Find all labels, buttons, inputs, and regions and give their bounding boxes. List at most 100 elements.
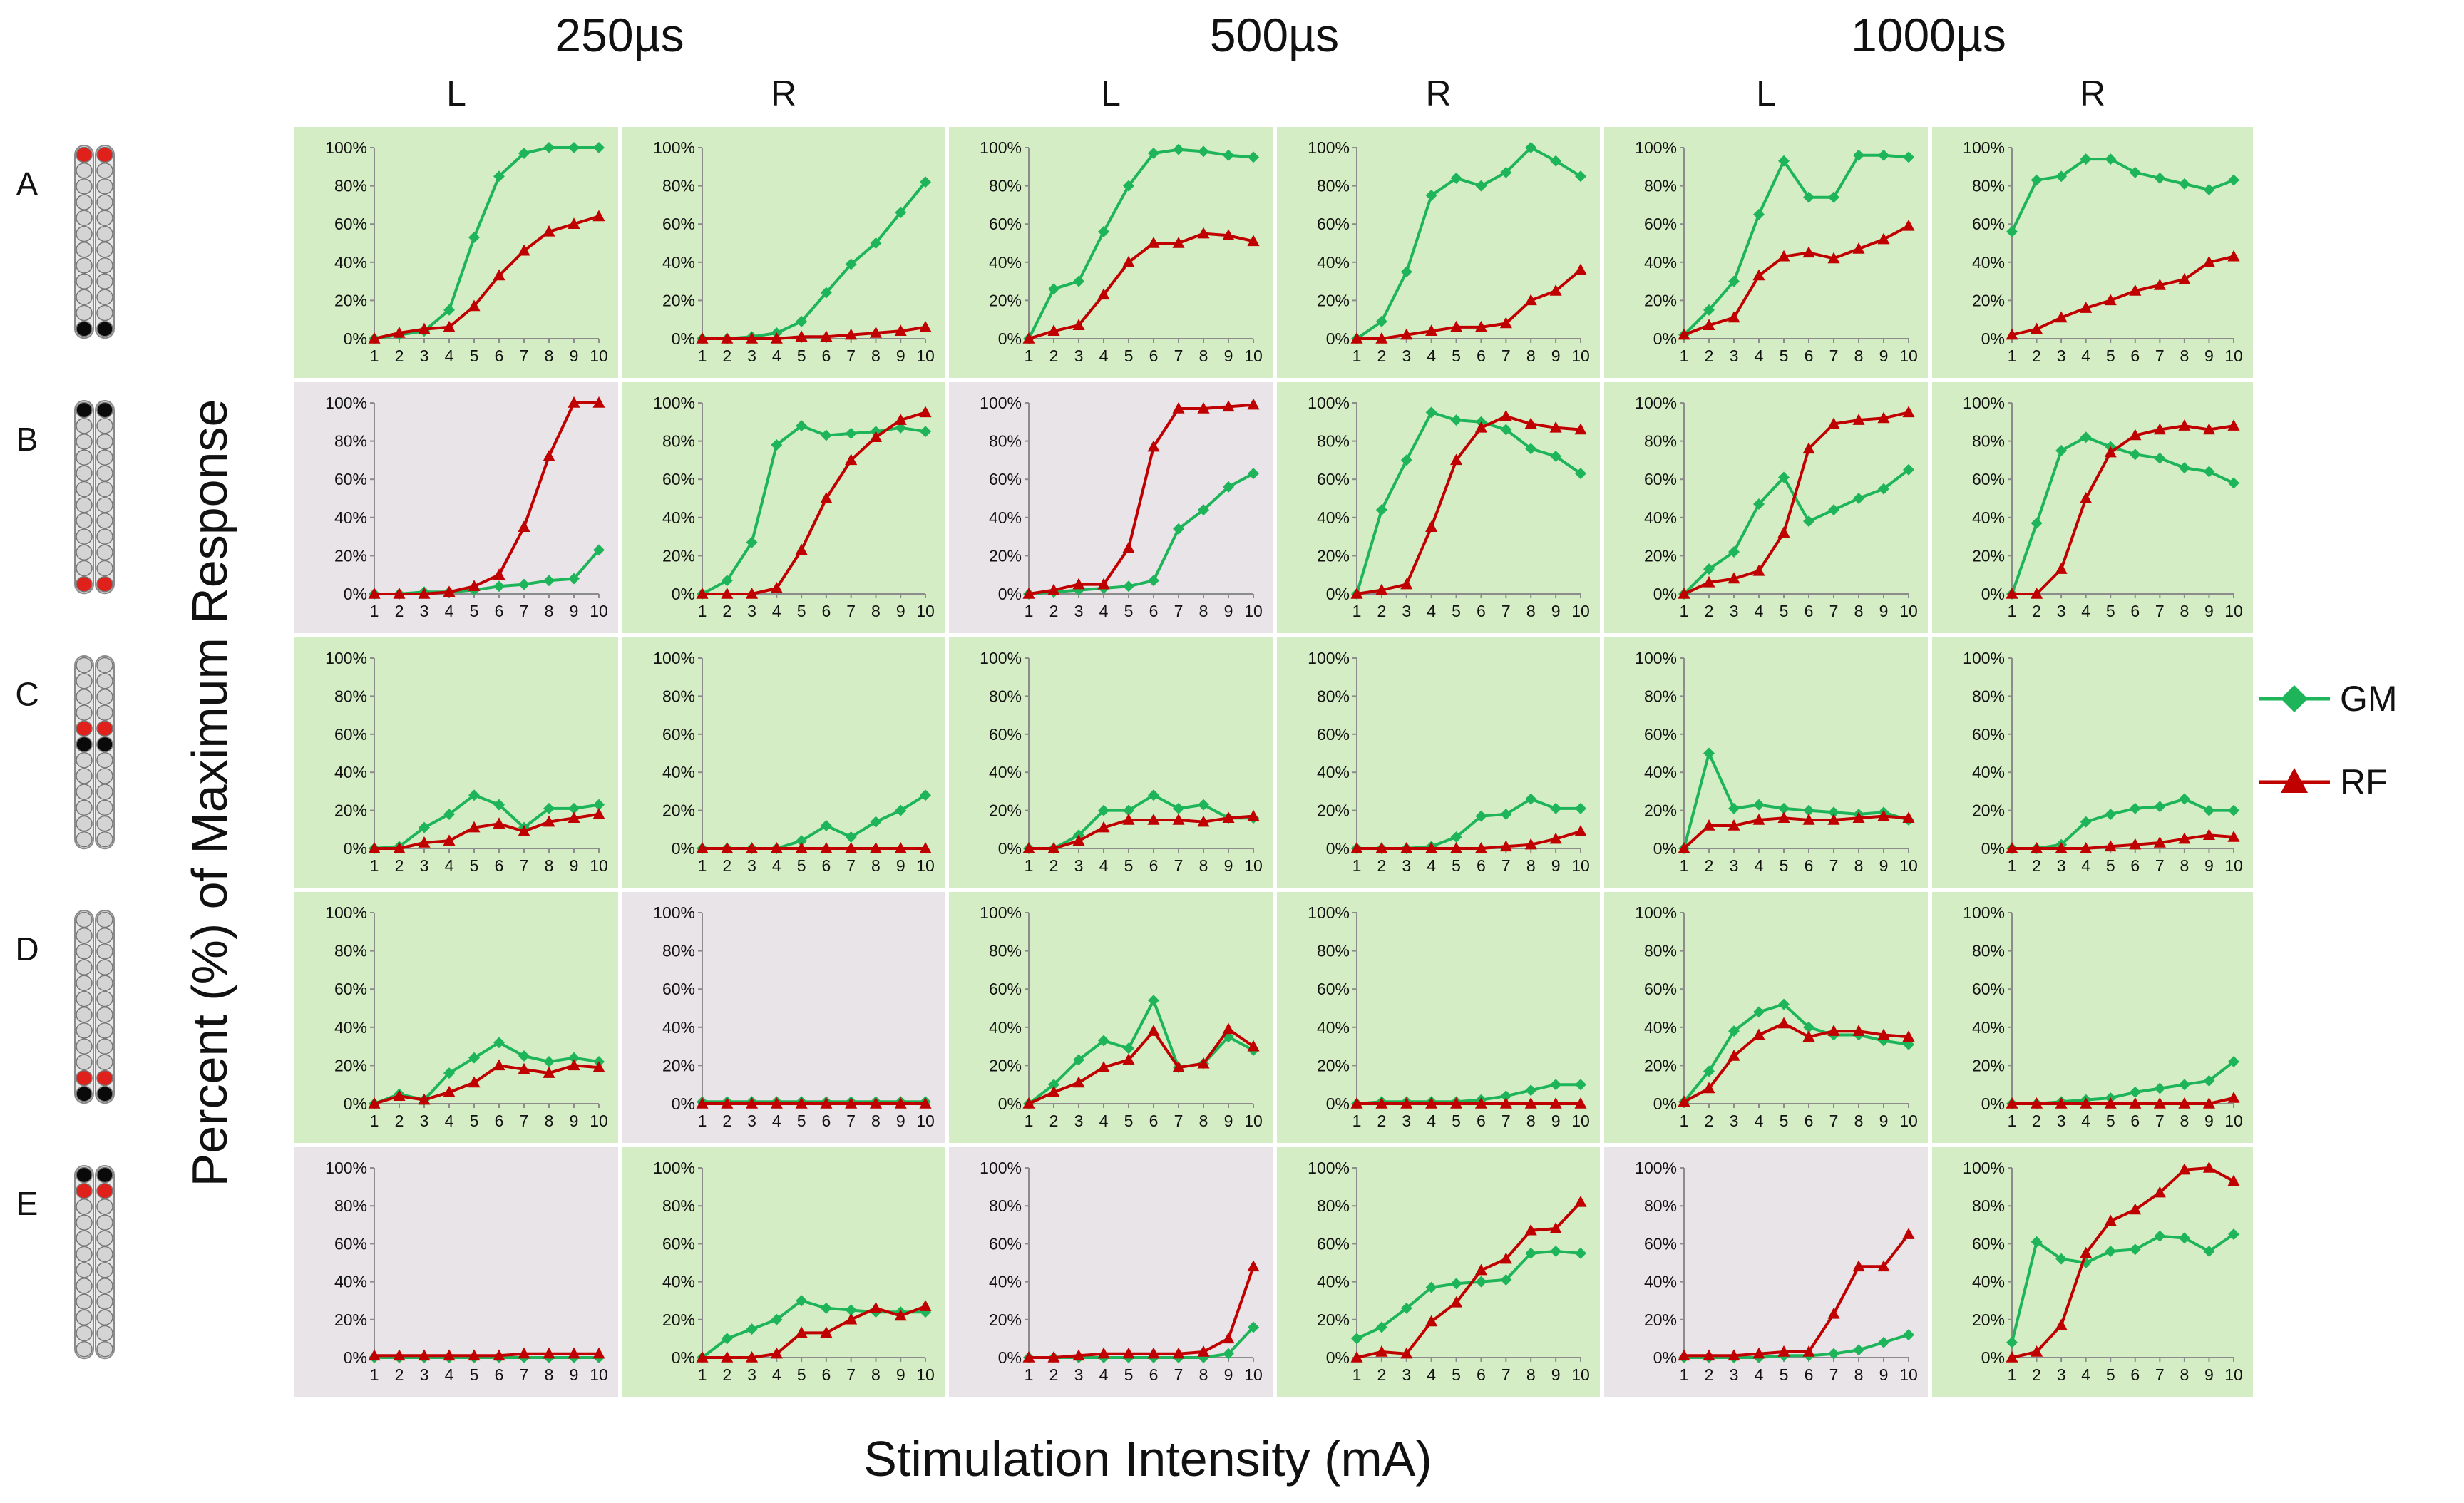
x-tick-label: 9 [896, 1112, 905, 1130]
x-tick-label: 8 [1854, 1112, 1864, 1130]
rf-data-point [1400, 842, 1413, 853]
x-tick-label: 10 [1571, 1112, 1590, 1130]
gm-data-point [1853, 149, 1864, 161]
x-tick-label: 9 [1224, 602, 1233, 620]
panel-background [1932, 127, 2253, 378]
x-tick-label: 9 [896, 602, 905, 620]
x-tick-label: 5 [2106, 602, 2115, 620]
contact-gray [76, 1293, 93, 1310]
gm-data-point [2178, 178, 2190, 190]
x-tick-label: 1 [1680, 1365, 1689, 1384]
x-tick-label: 9 [1551, 347, 1561, 365]
rf-data-point [493, 269, 505, 281]
rf-data-point [770, 581, 783, 593]
x-tick-label: 10 [2224, 347, 2243, 365]
x-tick-label: 3 [420, 1112, 429, 1130]
rf-data-point [1802, 246, 1815, 258]
rf-data-point [1474, 320, 1487, 332]
rf-data-point [393, 1089, 406, 1102]
y-tick-label: 80% [1972, 687, 2005, 705]
x-tick-label: 1 [370, 347, 379, 365]
x-tick-label: 10 [1244, 856, 1263, 875]
rf-data-point [1097, 821, 1110, 833]
rf-data-point [1802, 1345, 1815, 1357]
row-label: E [16, 1185, 38, 1222]
rf-data-point [468, 1076, 481, 1088]
rf-series-line [2011, 255, 2234, 337]
rf-data-point [1802, 442, 1815, 454]
x-tick-label: 10 [590, 856, 608, 875]
gm-data-point [1500, 166, 1512, 178]
rf-data-point [2178, 419, 2191, 431]
gm-data-point [1525, 1247, 1537, 1259]
contact-red [76, 720, 93, 737]
x-tick-label: 5 [1124, 856, 1134, 875]
rf-data-point [493, 1059, 505, 1071]
contact-gray [76, 784, 93, 800]
side-header: L [1756, 73, 1776, 113]
x-tick-label: 5 [1124, 347, 1134, 365]
rf-series-line [2011, 1166, 2234, 1359]
x-tick-label: 2 [395, 856, 404, 875]
x-tick-label: 2 [1705, 1112, 1714, 1130]
x-tick-label: 4 [1099, 856, 1109, 875]
rf-series-line [702, 325, 926, 340]
y-tick-label: 20% [989, 291, 1022, 309]
x-tick-label: 6 [2130, 602, 2140, 620]
rf-data-point [1450, 453, 1463, 466]
gm-data-point [2178, 462, 2190, 474]
panel-background [1932, 637, 2253, 888]
x-tick-label: 2 [1377, 856, 1386, 875]
x-tick-label: 6 [1477, 1365, 1486, 1384]
rf-data-point [2202, 423, 2215, 435]
x-tick-label: 8 [1199, 856, 1208, 875]
panel-A-1000µs-L: 0% 20% 40% 60% 80% 100% 1 2 3 4 5 6 7 8 9 10 [1604, 127, 1928, 378]
panel-background [294, 637, 618, 888]
y-tick-label: 80% [334, 432, 367, 451]
rf-data-point [568, 396, 580, 408]
x-tick-label: 8 [2180, 1112, 2189, 1130]
y-tick-label: 60% [334, 470, 367, 488]
y-tick-label: 20% [1644, 1310, 1677, 1329]
y-tick-label: 0% [1981, 1348, 2005, 1367]
contact-gray [76, 1214, 93, 1231]
contact-gray [76, 417, 93, 434]
rf-data-point [2202, 1097, 2215, 1109]
x-tick-label: 4 [2081, 1365, 2090, 1384]
x-tick-label: 1 [2008, 856, 2017, 875]
x-axis-title: Stimulation Intensity (mA) [863, 1431, 1432, 1487]
contact-gray [96, 1038, 113, 1055]
contact-gray [76, 943, 93, 960]
gm-data-point [721, 1333, 733, 1345]
rf-data-point [919, 1097, 932, 1109]
x-tick-label: 4 [445, 856, 454, 875]
x-tick-label: 1 [1025, 1365, 1034, 1384]
x-tick-label: 3 [1074, 347, 1084, 365]
rf-data-point [894, 414, 907, 425]
x-tick-label: 3 [1402, 602, 1411, 620]
rf-data-point [1425, 324, 1438, 337]
gm-data-point [1450, 172, 1462, 184]
rf-series-line [1683, 1022, 1909, 1104]
x-tick-label: 1 [698, 856, 707, 875]
x-tick-label: 7 [846, 602, 856, 620]
x-tick-label: 4 [445, 347, 454, 365]
panel-background [294, 127, 618, 378]
rf-data-point [1375, 332, 1388, 344]
gm-data-point [1400, 266, 1412, 278]
y-tick-label: 0% [1326, 585, 1350, 603]
rf-data-point [1827, 1307, 1840, 1319]
legend-label: GM [2340, 679, 2398, 719]
contact-red [76, 1182, 93, 1199]
panel-background [1604, 637, 1928, 888]
rf-data-point [1425, 1097, 1438, 1109]
panel-A-250µs-R: 0% 20% 40% 60% 80% 100% 1 2 3 4 5 6 7 8 9 10 [622, 127, 945, 378]
gm-data-point [920, 426, 931, 438]
gm-data-point [1198, 799, 1209, 811]
rf-data-point [1172, 1347, 1185, 1359]
y-tick-label: 80% [989, 942, 1022, 960]
rf-data-point [1474, 1097, 1487, 1109]
y-tick-label: 60% [1317, 215, 1350, 233]
x-tick-label: 3 [1730, 856, 1739, 875]
x-tick-label: 4 [2081, 856, 2090, 875]
